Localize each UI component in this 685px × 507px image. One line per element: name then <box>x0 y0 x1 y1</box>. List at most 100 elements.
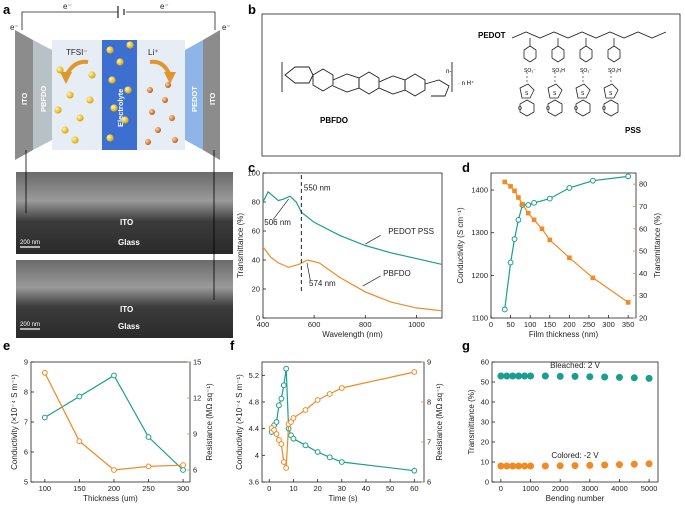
data-point <box>41 369 48 376</box>
ito-left-layer <box>15 30 33 160</box>
x-tick-label: 250 <box>142 484 155 493</box>
data-point <box>180 467 186 473</box>
pss-benzene-ring <box>579 45 593 63</box>
series-line <box>262 190 443 265</box>
panel-label-d: d <box>462 160 470 175</box>
data-point <box>601 373 609 381</box>
panel-b: b n- · n H⁺ PBFDO PEDOT SO₃⁻ SO₃H SO₃⁻ SO₃H… <box>248 2 681 157</box>
ito-right-label: ITO <box>208 92 217 105</box>
y-tick-label: 80 <box>252 198 260 207</box>
y-axis-label-left: Conductivity (×10⁻⁴ S m⁻¹) <box>10 374 19 470</box>
sem-top-scale: 200 nm <box>20 240 40 246</box>
data-point <box>411 467 418 474</box>
ito-right-layer <box>203 30 220 160</box>
cation-ball <box>147 87 153 93</box>
data-point <box>283 365 290 372</box>
anion-ball <box>56 66 64 74</box>
pbfdo-structure-label: PBFDO <box>320 116 348 125</box>
cation-ball <box>162 97 168 103</box>
series-line <box>504 181 629 303</box>
data-point <box>541 372 549 380</box>
annotation-550: 550 nm <box>304 183 331 192</box>
data-point <box>302 407 309 413</box>
data-point <box>278 395 285 402</box>
annotation-506-pointer <box>272 198 289 220</box>
y-tick-label: 10 <box>481 458 489 467</box>
data-point-square <box>567 255 572 261</box>
series-label-colored: Colored: -2 V <box>551 451 599 460</box>
pss-sulfonate-label: SO₃H <box>552 68 565 74</box>
y-tick-label: 7 <box>24 418 28 427</box>
anion-label: TFSI⁻ <box>66 48 88 57</box>
data-point <box>515 372 523 380</box>
oxygen-atom-label: O <box>574 106 578 112</box>
data-point <box>503 372 511 380</box>
data-point <box>546 195 553 202</box>
x-tick-label: 4000 <box>611 484 628 493</box>
circuit-wire <box>21 11 216 30</box>
data-point <box>497 462 505 470</box>
x-tick-label: 50 <box>386 484 394 493</box>
pbfdo-label: PBFDO <box>39 86 48 112</box>
chart-g: 0 1000 2000 3000 4000 5000 0 10 20 30 40 50 60 Bendin… <box>467 358 659 503</box>
data-point-square <box>512 188 517 194</box>
y-right-tick-label: 9 <box>427 358 431 367</box>
pedot-chain: S O S O S O S O <box>518 72 619 117</box>
data-point <box>571 372 579 380</box>
oxygen-atom-label: O <box>518 106 522 112</box>
x-tick-label: 300 <box>602 320 615 329</box>
electrolyte-left-region <box>52 40 102 150</box>
data-point <box>521 372 529 380</box>
series-line <box>44 374 184 471</box>
x-tick-label: 5000 <box>641 484 658 493</box>
y-right-tick-label: 70 <box>639 202 647 211</box>
cation-arrow-head <box>164 72 176 84</box>
pss-side-groups: SO₃⁻ SO₃H SO₃⁻ SO₃H <box>523 38 621 74</box>
data-point <box>531 199 538 206</box>
dioxane-ring <box>603 99 619 117</box>
x-tick-label: 200 <box>563 320 576 329</box>
y-right-tick-label: 7 <box>427 438 431 447</box>
data-point <box>273 419 280 425</box>
data-point-square <box>502 179 508 185</box>
pss-structure-label: PSS <box>625 126 642 135</box>
y-tick-label: 40 <box>481 398 489 407</box>
data-point-square <box>508 184 513 189</box>
pss-benzene-ring <box>551 45 565 63</box>
data-point <box>111 372 117 379</box>
data-point <box>338 385 345 391</box>
oxygen-atom-label: O <box>602 106 606 112</box>
x-tick-label: 600 <box>308 320 321 329</box>
anion-ball <box>121 116 129 124</box>
y-right-tick-label: 8 <box>427 398 431 407</box>
x-tick-label: 3000 <box>581 484 598 493</box>
data-point <box>280 459 287 465</box>
y-right-tick-label: 30 <box>639 291 647 300</box>
plot-frame <box>490 172 637 319</box>
x-axis-label: Time (s) <box>328 494 357 503</box>
data-point <box>326 391 333 397</box>
series-line <box>44 372 184 471</box>
pss-sulfonate-label: SO₃H <box>608 68 621 74</box>
x-tick-label: 60 <box>410 484 418 493</box>
sem-bottom-glass: Glass <box>118 322 140 331</box>
x-tick-label: 40 <box>362 484 370 493</box>
pss-sulfonate-label: SO₃⁻ <box>524 68 536 74</box>
data-point <box>314 449 321 455</box>
y-axis-label-right: Resistance (MΩ sq⁻¹) <box>435 383 444 461</box>
data-point <box>509 372 517 380</box>
x-tick-label: 50 <box>506 320 514 329</box>
x-tick-label: 400 <box>257 320 270 329</box>
thiophene-ring <box>547 83 563 99</box>
x-tick-label: 30 <box>338 484 346 493</box>
data-point <box>497 372 505 380</box>
panel-label-b: b <box>248 2 256 17</box>
sem-top-glass: Glass <box>118 238 140 247</box>
electron-label-right: e⁻ <box>160 2 169 11</box>
electrolyte-label: Electrolyte <box>116 89 125 127</box>
anion-ball <box>106 134 114 142</box>
data-point <box>586 373 594 381</box>
x-tick-label: 800 <box>359 320 372 329</box>
data-point-square <box>520 201 525 207</box>
data-point <box>521 462 529 470</box>
